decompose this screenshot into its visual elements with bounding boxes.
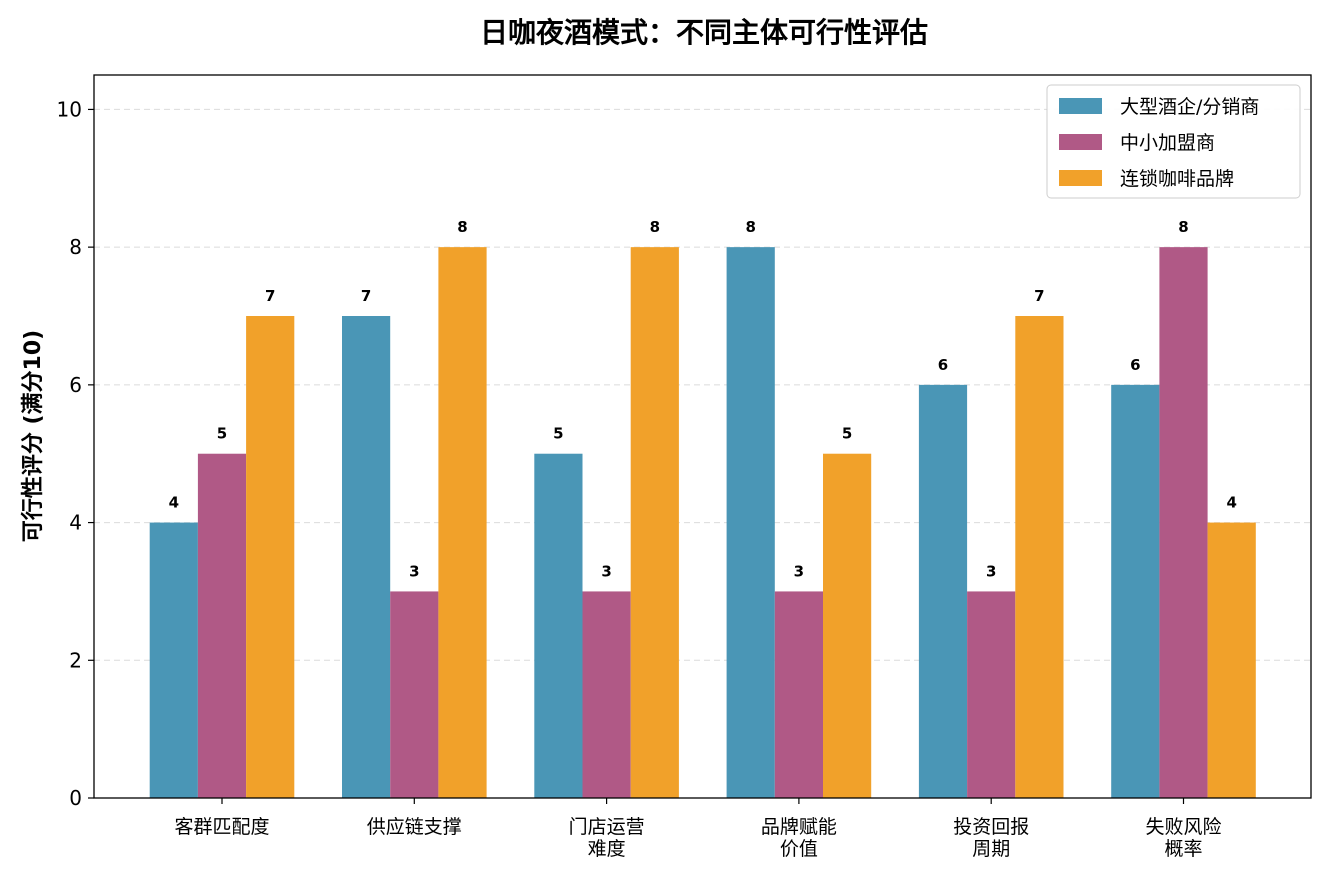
- plot-frame: [93, 74, 1312, 799]
- x-tick-label: 周期: [972, 838, 1010, 860]
- chart-title: 日咖夜酒模式：不同主体可行性评估: [480, 16, 928, 49]
- data-label: 3: [794, 562, 804, 580]
- x-tick-label: 品牌赋能: [761, 816, 837, 838]
- data-label: 7: [265, 287, 275, 305]
- data-label: 4: [169, 494, 179, 512]
- data-label: 8: [650, 218, 660, 236]
- bar: [774, 591, 823, 798]
- legend-swatch: [1059, 98, 1102, 114]
- bar: [823, 453, 872, 798]
- x-tick-label: 难度: [588, 838, 626, 860]
- bars: [149, 247, 1256, 799]
- y-axis-label: 可行性评分 (满分10): [20, 330, 46, 542]
- bar: [390, 591, 439, 798]
- data-label: 8: [1178, 218, 1188, 236]
- legend-swatch: [1059, 170, 1102, 186]
- data-label: 5: [553, 425, 563, 443]
- x-tick-label: 供应链支撑: [367, 816, 462, 838]
- data-label: 5: [842, 425, 852, 443]
- bar: [726, 247, 775, 799]
- legend-box: [1046, 84, 1301, 199]
- x-tick-label: 失败风险: [1145, 816, 1221, 838]
- y-tick-label: 8: [69, 235, 82, 259]
- bar: [1207, 522, 1256, 798]
- y-tick-label: 2: [69, 648, 82, 672]
- bar: [630, 247, 679, 799]
- data-label: 5: [217, 425, 227, 443]
- data-label: 7: [1034, 287, 1044, 305]
- bar: [967, 591, 1016, 798]
- data-label: 4: [1226, 494, 1236, 512]
- bar: [534, 453, 583, 798]
- y-tick-label: 0: [69, 786, 82, 810]
- data-label: 8: [745, 218, 755, 236]
- x-tick-label: 投资回报: [953, 816, 1029, 838]
- legend-swatch: [1059, 134, 1102, 150]
- x-tick-label: 客群匹配度: [174, 816, 269, 838]
- y-tick-label: 10: [57, 97, 82, 121]
- x-tick-label: 概率: [1164, 838, 1202, 860]
- bar: [149, 522, 198, 798]
- legend-label: 连锁咖啡品牌: [1120, 168, 1234, 190]
- data-label: 6: [938, 356, 948, 374]
- bar: [1015, 316, 1064, 798]
- data-labels: 4 5 7 7 3 8 5 3 8 8 3 5 6 3 7 6 8 4: [169, 218, 1237, 580]
- bar: [438, 247, 487, 799]
- data-label: 6: [1130, 356, 1140, 374]
- data-label: 8: [457, 218, 467, 236]
- bar: [197, 453, 247, 798]
- x-tick-label: 门店运营: [569, 816, 645, 838]
- data-label: 3: [409, 562, 419, 580]
- data-label: 7: [361, 287, 371, 305]
- bar: [1159, 247, 1208, 799]
- y-ticks: 0 2 4 6 8 10: [57, 97, 94, 810]
- y-tick-label: 4: [69, 511, 82, 535]
- data-label: 3: [601, 562, 611, 580]
- bar: [582, 591, 631, 798]
- legend-label: 大型酒企/分销商: [1120, 96, 1259, 118]
- bar: [342, 316, 391, 798]
- bar: [246, 316, 295, 798]
- bar: [1111, 384, 1160, 798]
- bar: [918, 384, 968, 798]
- y-tick-label: 6: [69, 373, 82, 397]
- x-tick-label: 价值: [780, 838, 818, 860]
- data-label: 3: [986, 562, 996, 580]
- legend-label: 中小加盟商: [1120, 132, 1215, 154]
